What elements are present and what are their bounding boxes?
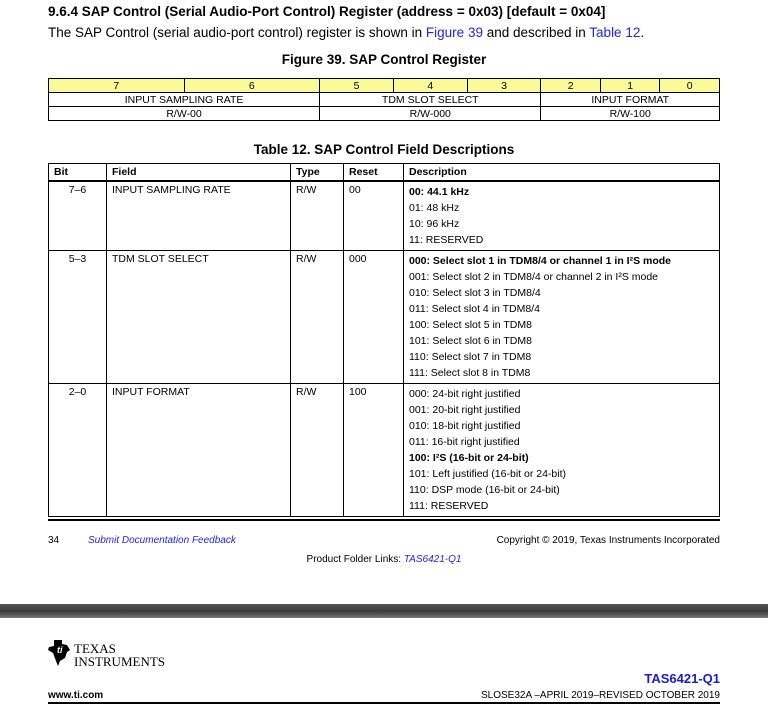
- figure-39-link[interactable]: Figure 39: [425, 25, 483, 40]
- intro-text: and described in: [482, 25, 590, 40]
- bit-number: 2: [540, 78, 601, 93]
- description-line: 011: 16-bit right justified: [409, 436, 520, 448]
- bit-number: 6: [183, 78, 321, 93]
- cell-description: 00: 44.1 kHz 01: 48 kHz 10: 96 kHz 11: RESE…: [403, 180, 720, 251]
- logo-text: TEXAS INSTRUMENTS: [74, 642, 165, 668]
- ti-logo: ti TEXAS INSTRUMENTS: [48, 640, 165, 671]
- logo-line: INSTRUMENTS: [74, 654, 166, 669]
- header-rule: [48, 702, 720, 704]
- description-line: 010: Select slot 3 in TDM8/4: [409, 287, 541, 299]
- bit-number: 3: [466, 78, 542, 93]
- cell-field: INPUT SAMPLING RATE: [106, 180, 291, 251]
- column-header: Field: [106, 163, 291, 182]
- cell-type: R/W: [290, 180, 344, 251]
- description-line: 110: Select slot 7 in TDM8: [409, 351, 532, 363]
- table-row: 5–3 TDM SLOT SELECT R/W 000 000: Select slot…: [48, 250, 720, 384]
- cell-description: 000: 24-bit right justified 001: 20-bit r…: [403, 383, 720, 517]
- footer-rule: [48, 519, 720, 521]
- description-line: 110: DSP mode (16-bit or 24-bit): [409, 484, 560, 496]
- description-line: 001: Select slot 2 in TDM8/4 or channel …: [409, 271, 659, 283]
- register-field-name: INPUT FORMAT: [540, 92, 720, 107]
- intro-text: .: [640, 25, 645, 40]
- part-number[interactable]: TAS6421-Q1: [644, 671, 720, 686]
- website: www.ti.com: [48, 690, 104, 701]
- cell-reset: 00: [343, 180, 404, 251]
- cell-bit: 5–3: [48, 250, 107, 384]
- column-header: Type: [290, 163, 344, 182]
- field-descriptions-table: Bit Field Type Reset Description 7–6 INPUT SAM…: [48, 163, 720, 517]
- description-line: 111: RESERVED: [409, 500, 489, 512]
- register-field-name: INPUT SAMPLING RATE: [47, 92, 321, 107]
- cell-reset: 000: [343, 250, 404, 384]
- section-heading: 9.6.4 SAP Control (Serial Audio-Port Con…: [48, 4, 606, 19]
- bit-number: 7: [48, 78, 185, 93]
- copyright: Copyright © 2019, Texas Instruments Inco…: [496, 535, 720, 546]
- description-line: 01: 48 kHz: [409, 202, 460, 214]
- product-folder-links: Product Folder Links: TAS6421-Q1: [0, 554, 768, 565]
- column-header: Bit: [48, 163, 107, 182]
- description-line: 100: Select slot 5 in TDM8: [409, 319, 532, 331]
- description-line: 101: Select slot 6 in TDM8: [409, 335, 532, 347]
- cell-field: INPUT FORMAT: [106, 383, 291, 517]
- table-row: 2–0 INPUT FORMAT R/W 100 000: 24-bit right j…: [48, 383, 720, 517]
- column-header: Reset: [343, 163, 404, 182]
- intro-paragraph: The SAP Control (serial audio-port contr…: [48, 25, 644, 40]
- logo-line: TEXAS: [74, 641, 116, 656]
- cell-bit: 2–0: [48, 383, 107, 517]
- figure-caption: Figure 39. SAP Control Register: [281, 52, 487, 67]
- table-row: 7–6 INPUT SAMPLING RATE R/W 00 00: 44.1 kHz 0…: [48, 180, 720, 251]
- description-line: 000: 24-bit right justified: [409, 388, 521, 400]
- description-line: 010: 18-bit right justified: [409, 420, 521, 432]
- intro-text: The SAP Control (serial audio-port contr…: [48, 25, 426, 40]
- register-field-access: R/W-000: [319, 106, 542, 121]
- column-header: Description: [403, 163, 720, 182]
- register-field-name: TDM SLOT SELECT: [319, 92, 542, 107]
- ti-logo-icon: ti: [48, 640, 70, 666]
- table-12-link[interactable]: Table 12: [589, 25, 641, 40]
- cell-type: R/W: [290, 250, 344, 384]
- register-field-access: R/W-100: [540, 106, 720, 121]
- product-link[interactable]: TAS6421-Q1: [403, 554, 462, 565]
- bit-number: 4: [392, 78, 468, 93]
- register-field-access: R/W-00: [47, 106, 321, 121]
- bit-number: 0: [659, 78, 720, 93]
- description-line: 011: Select slot 4 in TDM8/4: [409, 303, 540, 315]
- description-line: 10: 96 kHz: [409, 218, 460, 230]
- page-separator: [0, 604, 768, 618]
- bit-number: 1: [599, 78, 661, 93]
- document-number: SLOSE32A –APRIL 2019–REVISED OCTOBER 201…: [480, 690, 720, 701]
- description-line: 111: Select slot 8 in TDM8: [409, 367, 531, 379]
- description-line: 000: Select slot 1 in TDM8/4 or channel …: [409, 255, 671, 267]
- svg-text:ti: ti: [57, 645, 63, 655]
- cell-description: 000: Select slot 1 in TDM8/4 or channel …: [403, 250, 720, 384]
- folder-label: Product Folder Links:: [306, 554, 404, 565]
- description-line: 11: RESERVED: [409, 234, 484, 246]
- description-line: 101: Left justified (16-bit or 24-bit): [409, 468, 566, 480]
- cell-field: TDM SLOT SELECT: [106, 250, 291, 384]
- page-number: 34: [48, 535, 60, 546]
- table-caption: Table 12. SAP Control Field Descriptions: [253, 142, 515, 157]
- cell-bit: 7–6: [48, 180, 107, 251]
- cell-reset: 100: [343, 383, 404, 517]
- cell-type: R/W: [290, 383, 344, 517]
- feedback-link[interactable]: Submit Documentation Feedback: [88, 535, 236, 546]
- description-line: 001: 20-bit right justified: [409, 404, 521, 416]
- bit-number: 5: [319, 78, 394, 93]
- description-line: 100: I²S (16-bit or 24-bit): [409, 452, 529, 464]
- description-line: 00: 44.1 kHz: [409, 186, 470, 198]
- register-diagram: 7 6 5 4 3 2 1 0 INPUT SAMPLING RATE TDM SLOT SELE…: [47, 78, 720, 121]
